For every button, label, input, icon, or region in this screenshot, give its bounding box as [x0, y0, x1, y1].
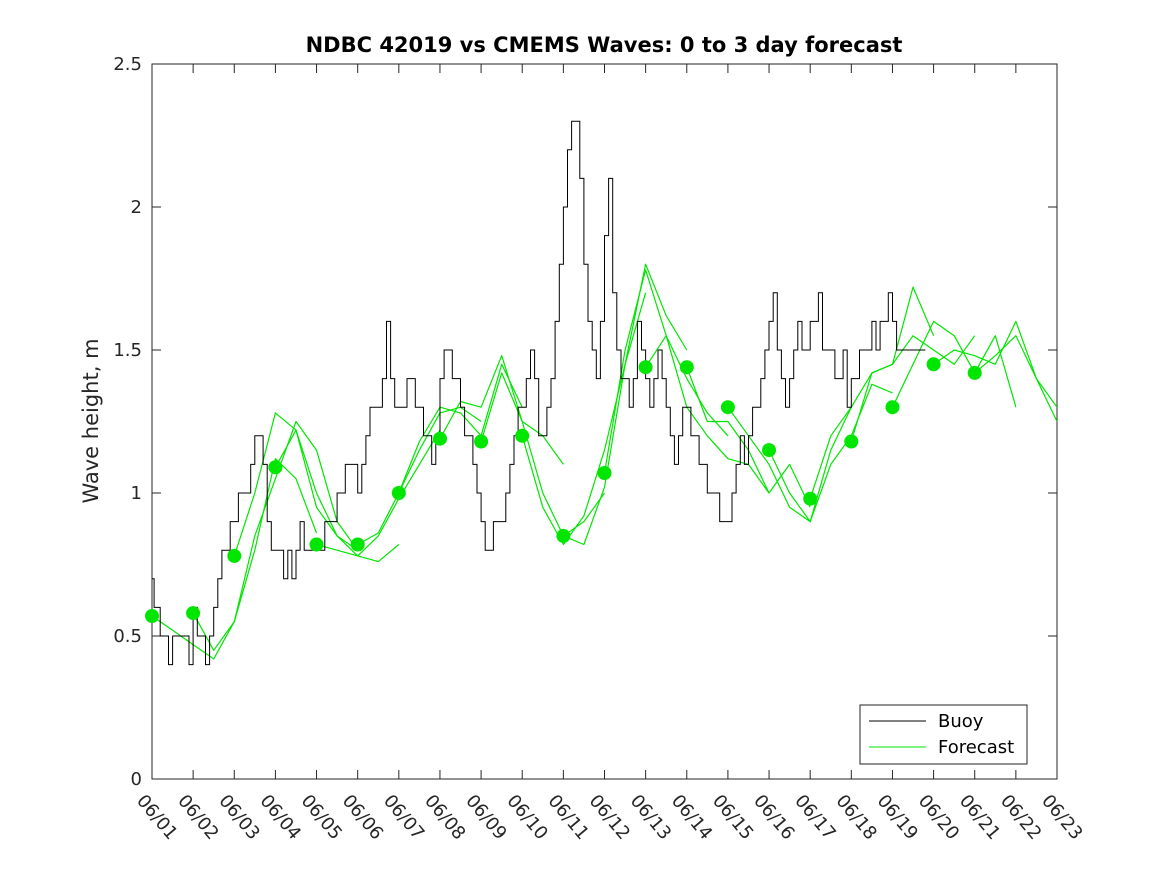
chart-title: NDBC 42019 vs CMEMS Waves: 0 to 3 day fo…: [306, 33, 903, 57]
legend: Buoy Forecast: [859, 704, 1028, 765]
forecast-start-marker: [679, 360, 694, 375]
forecast-line: [768, 383, 893, 523]
forecast-start-marker: [474, 434, 489, 449]
y-tick-label: 1: [131, 483, 142, 504]
forecast-start-marker: [926, 357, 941, 372]
y-tick-label: 2: [131, 197, 142, 218]
y-tick-label: 0.5: [113, 626, 142, 647]
forecast-start-marker: [597, 466, 612, 480]
forecast-start-marker: [844, 434, 859, 449]
forecast-start-marker: [885, 400, 900, 415]
forecast-start-marker: [556, 528, 571, 543]
forecast-start-marker: [309, 537, 324, 552]
buoy-line: [152, 120, 926, 666]
forecast-line: [151, 420, 359, 660]
forecast-start-marker: [515, 428, 530, 443]
axes-box: [151, 63, 1058, 780]
forecast-line: [480, 372, 605, 537]
forecast-start-marker: [638, 360, 653, 375]
forecast-start-marker: [391, 486, 406, 500]
legend-buoy-label: Buoy: [938, 711, 984, 732]
y-tick-label: 1.5: [113, 340, 142, 361]
forecast-start-marker: [803, 491, 818, 506]
forecast-start-marker: [967, 365, 982, 380]
forecast-start-marker: [186, 606, 201, 621]
forecast-line: [891, 320, 1017, 408]
forecast-line: [974, 335, 1058, 422]
forecast-start-marker: [720, 400, 735, 415]
legend-forecast-label: Forecast: [938, 737, 1014, 758]
forecast-start-marker: [433, 431, 447, 446]
forecast-line: [274, 429, 400, 563]
forecast-start-marker: [145, 609, 159, 623]
forecast-start-marker: [268, 460, 283, 475]
forecast-line: [850, 335, 976, 442]
forecast-line: [192, 458, 318, 651]
forecast-start-marker: [227, 548, 242, 563]
forecast-line: [563, 263, 688, 546]
y-axis-label: Wave height, m: [79, 338, 103, 503]
forecast-start-marker: [762, 443, 776, 458]
forecast-start-marker: [350, 537, 365, 552]
y-tick-label: 2.5: [113, 54, 142, 75]
legend-box: [859, 704, 1028, 765]
forecast-line: [398, 363, 523, 494]
forecast-line: [316, 429, 441, 557]
y-tick-label: 0: [131, 769, 142, 790]
